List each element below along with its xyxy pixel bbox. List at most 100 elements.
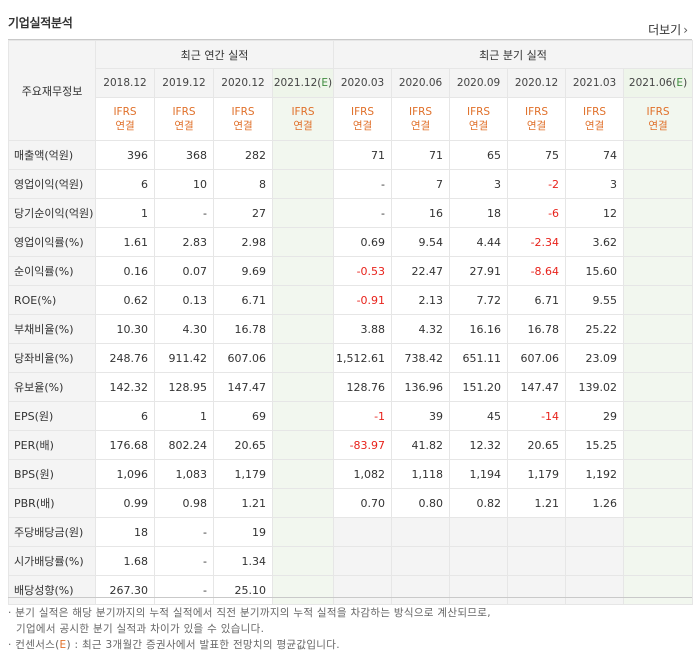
table-cell: 282 — [213, 140, 273, 170]
table-cell: 142.32 — [95, 372, 155, 402]
table-cell — [271, 314, 335, 344]
table-cell: 1,512.61 — [333, 343, 393, 373]
period-header: 2020.03 — [333, 68, 393, 98]
table-cell: 9.69 — [213, 256, 273, 286]
table-cell: 2.83 — [154, 227, 214, 257]
table-cell: 1.21 — [507, 488, 567, 518]
table-cell: 607.06 — [213, 343, 273, 373]
table-cell: 6.71 — [507, 285, 567, 315]
table-cell — [271, 198, 335, 228]
table-cell: 75 — [507, 140, 567, 170]
table-cell: - — [333, 169, 393, 199]
ifrs-label: IFRS 연결 — [507, 97, 567, 141]
note-line-1: · 분기 실적은 해당 분기까지의 누적 실적에서 직전 분기까지의 누적 실적… — [8, 607, 491, 619]
row-label: 순이익률(%) — [8, 256, 96, 286]
table-cell: 0.99 — [95, 488, 155, 518]
row-label: PER(배) — [8, 430, 96, 460]
table-cell: 1.68 — [95, 546, 155, 576]
table-cell — [565, 517, 625, 547]
table-cell: 41.82 — [391, 430, 451, 460]
table-cell: 2.13 — [391, 285, 451, 315]
group-annual: 최근 연간 실적 — [94, 40, 335, 69]
table-cell — [623, 198, 694, 228]
table-row: 유보율(%) 142.32 128.95 147.47 128.76 136.96 151.… — [8, 372, 694, 402]
table-cell — [271, 459, 335, 489]
table-cell — [623, 285, 694, 315]
table-cell — [623, 575, 694, 605]
row-label: ROE(%) — [8, 285, 96, 315]
table-cell: 147.47 — [213, 372, 273, 402]
row-label: 매출액(억원) — [8, 140, 96, 170]
table-cell — [623, 488, 694, 518]
row-label: 배당성향(%) — [8, 575, 96, 605]
table-cell — [623, 343, 694, 373]
table-cell — [507, 575, 567, 605]
table-cell: -83.97 — [333, 430, 393, 460]
row-label: PBR(배) — [8, 488, 96, 518]
table-cell: 3.62 — [565, 227, 625, 257]
table-cell: 18 — [449, 198, 509, 228]
table-cell: 15.25 — [565, 430, 625, 460]
ifrs-top: IFRS — [291, 106, 315, 118]
period-header: 2019.12 — [154, 68, 214, 98]
row-label: 부채비율(%) — [8, 314, 96, 344]
table-cell — [623, 372, 694, 402]
table-cell — [623, 401, 694, 431]
ifrs-bottom: 연결 — [468, 120, 489, 132]
ifrs-label: IFRS 연결 — [565, 97, 625, 141]
table-row: 순이익률(%) 0.16 0.07 9.69 -0.53 22.47 27.91 -8.64 1… — [8, 256, 694, 286]
ifrs-label: IFRS 연결 — [333, 97, 393, 141]
table-cell: 20.65 — [507, 430, 567, 460]
bottom-divider — [8, 597, 692, 598]
table-cell: 738.42 — [391, 343, 451, 373]
ifrs-bottom: 연결 — [233, 120, 253, 132]
table-cell — [333, 517, 393, 547]
row-label: EPS(원) — [8, 401, 96, 431]
ifrs-bottom: 연결 — [648, 120, 668, 132]
section-title: 기업실적분석 — [8, 16, 73, 30]
table-cell: 27.91 — [449, 256, 509, 286]
table-cell: 16.16 — [449, 314, 509, 344]
table-cell — [565, 546, 625, 576]
table-cell: -8.64 — [507, 256, 567, 286]
table-cell: 1,096 — [95, 459, 155, 489]
table-cell: 368 — [154, 140, 214, 170]
table-cell — [449, 517, 509, 547]
row-label: 시가배당률(%) — [8, 546, 96, 576]
table-cell: 20.65 — [213, 430, 273, 460]
table-cell — [623, 256, 694, 286]
period-header: 2020.06 — [391, 68, 451, 98]
table-cell: 23.09 — [565, 343, 625, 373]
period-text: 2021.12( — [273, 77, 322, 89]
table-cell: 1.34 — [213, 546, 273, 576]
table-cell: 25.10 — [213, 575, 273, 605]
more-link[interactable]: 더보기 › — [648, 21, 688, 38]
table-cell: 71 — [391, 140, 451, 170]
table-row: 부채비율(%) 10.30 4.30 16.78 3.88 4.32 16.16 16.78 2… — [8, 314, 694, 344]
ifrs-top: IFRS — [231, 106, 255, 118]
table-cell: 9.55 — [565, 285, 625, 315]
ifrs-label: IFRS 연결 — [271, 97, 335, 141]
table-cell: 7.72 — [449, 285, 509, 315]
table-cell: 16.78 — [507, 314, 567, 344]
table-cell: 16.78 — [213, 314, 273, 344]
table-row: PBR(배) 0.99 0.98 1.21 0.70 0.80 0.82 1.21 1.26 — [8, 488, 694, 518]
table-cell: 7 — [391, 169, 451, 199]
table-cell: -14 — [507, 401, 567, 431]
table-cell: 248.76 — [95, 343, 155, 373]
table-cell: 1.21 — [213, 488, 273, 518]
table-cell — [271, 575, 335, 605]
table-cell: 4.32 — [391, 314, 451, 344]
table-cell: 74 — [565, 140, 625, 170]
table-cell: 128.76 — [333, 372, 393, 402]
table-cell — [507, 546, 567, 576]
table-cell: 1,118 — [391, 459, 451, 489]
table-cell: 9.54 — [391, 227, 451, 257]
table-cell: 65 — [449, 140, 509, 170]
group-quarterly: 최근 분기 실적 — [333, 40, 694, 69]
table-cell: 1,179 — [507, 459, 567, 489]
table-cell: -6 — [507, 198, 567, 228]
ifrs-label: IFRS 연결 — [449, 97, 509, 141]
row-label: 영업이익률(%) — [8, 227, 96, 257]
table-cell: - — [154, 546, 214, 576]
